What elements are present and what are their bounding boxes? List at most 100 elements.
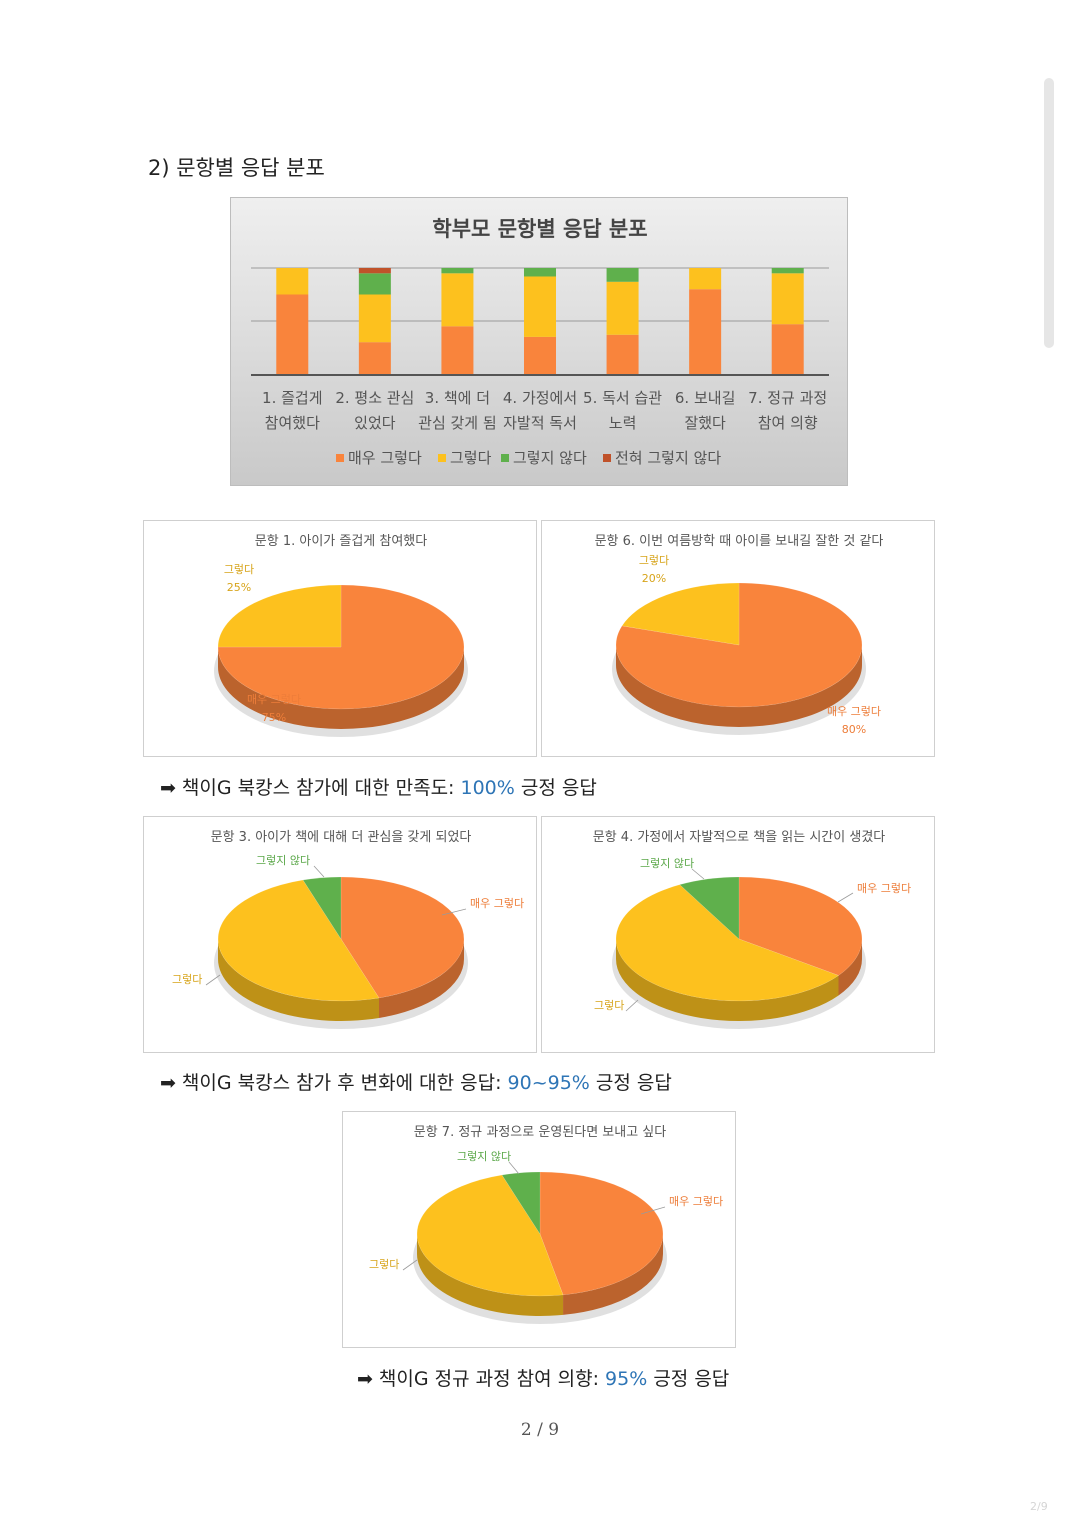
pie-side-2 [417,1234,564,1316]
x-tick-label: 있었다 [354,414,396,432]
pie-leader-line [640,1206,666,1215]
bar-segment-4-2 [524,276,556,337]
bar-segment-2-1 [358,342,391,374]
bar-segment-7-1 [771,324,804,374]
bar-segment-6-2 [689,268,722,290]
summary-intent: ➡ 책이G 정규 과정 참여 의향: 95% 긍정 응답 [357,1368,730,1390]
arrow-right-icon: ➡ [357,1368,373,1390]
legend-entry: 전혀 그렇지 않다 [615,449,721,467]
pie-slice-3 [302,876,342,940]
pie-label: 그렇다 [594,999,624,1012]
pie-label: 매우 그렇다 [247,693,301,706]
pie-slice-2 [217,584,342,648]
x-tick-label: 잘했다 [684,414,726,432]
pie-value-label: 25% [227,581,251,594]
pie-label: 그렇다 [224,563,254,576]
pie-label: 매우 그렇다 [669,1195,723,1208]
x-tick-label: 3. 책에 더 [425,389,490,407]
pie-slice-2 [615,884,840,1002]
arrow-right-icon: ➡ [160,1072,176,1094]
pie-label: 그렇지 않다 [256,854,310,867]
pie-side-1 [379,939,464,1018]
pie-side-1 [218,647,464,729]
pie-leader-line [402,1259,418,1271]
pie-value-label: 20% [642,572,666,585]
corner-page-indicator: 2/9 [1030,1500,1048,1513]
legend-swatch [438,454,446,462]
pie-side-1 [563,1234,663,1315]
bar-segment-7-2 [771,273,804,325]
page-number: 2 / 9 [520,1420,560,1440]
summary-satisfaction: ➡ 책이G 북캉스 참가에 대한 만족도: 100% 긍정 응답 [160,777,597,799]
pie-slice-1 [340,876,465,999]
bar-segment-6-1 [689,289,722,374]
pie-label: 그렇지 않다 [457,1150,511,1163]
x-tick-label: 자발적 독서 [503,414,577,432]
scrollbar[interactable] [1044,78,1054,348]
pie-label: 그렇다 [172,973,202,986]
arrow-right-icon: ➡ [160,777,176,799]
summary-change: ➡ 책이G 북캉스 참가 후 변화에 대한 응답: 90~95% 긍정 응답 [160,1072,672,1094]
pie-leader-line [313,865,325,878]
section-title: 2) 문항별 응답 분포 [148,156,325,180]
x-tick-label: 4. 가정에서 [503,389,577,407]
legend-entry: 그렇다 [450,449,492,467]
x-tick-label: 7. 정규 과정 [748,389,827,407]
legend-entry: 매우 그렇다 [348,449,422,467]
pie-side-2 [218,939,380,1021]
pie-value-label: 75% [262,711,286,724]
pie-slice-1 [539,1171,664,1296]
bar-segment-3-2 [441,273,474,327]
pie-side-1 [616,645,862,727]
x-tick-label: 6. 보내길 [675,389,735,407]
pie-label: 매우 그렇다 [857,882,911,895]
pie-slice-1 [615,582,863,708]
pie-title: 문항 1. 아이가 즐겁게 참여했다 [255,533,427,549]
bar-segment-7-3 [771,268,804,274]
pie-title: 문항 3. 아이가 책에 대해 더 관심을 갖게 되었다 [211,830,472,845]
bar-chart-title: 학부모 문항별 응답 분포 [432,217,647,241]
bar-segment-2-2 [358,294,391,343]
pie-leader-line [625,999,639,1012]
pie-leader-line [508,1161,520,1175]
bar-segment-1-1 [276,294,309,374]
bar-segment-5-1 [606,334,639,374]
pie-chart-q7: 문항 7. 정규 과정으로 운영된다면 보내고 싶다 매우 그렇다 그렇다 그렇지 않… [342,1111,736,1348]
x-tick-label: 1. 즐겁게 [262,389,322,407]
pie-side-2 [616,939,839,1021]
bar-segment-2-4 [358,268,391,274]
pie-slice-2 [218,879,380,1002]
x-tick-label: 참여했다 [265,414,320,432]
pie-slice-2 [416,1174,564,1297]
bar-segment-5-3 [606,268,639,282]
bar-segment-4-3 [524,268,556,277]
pie-label: 매우 그렇다 [827,705,881,718]
pie-side-1 [838,939,862,996]
pie-leader-line [691,868,705,880]
bar-segment-5-2 [606,281,639,335]
pie-label: 그렇다 [369,1258,399,1271]
bar-segment-4-1 [524,336,556,374]
bar-segment-3-3 [441,268,474,274]
pie-title: 문항 4. 가정에서 자발적으로 책을 읽는 시간이 생겼다 [593,830,886,845]
x-tick-label: 2. 평소 관심 [335,389,414,407]
pie-chart-q3: 문항 3. 아이가 책에 대해 더 관심을 갖게 되었다 매우 그렇다 그렇다 그렇지… [143,816,537,1053]
pie-title: 문항 6. 이번 여름방학 때 아이를 보내길 잘한 것 같다 [595,534,884,549]
pie-leader-line [837,892,854,903]
bar-segment-1-2 [276,268,309,295]
legend-swatch [336,454,344,462]
pie-label: 그렇지 않다 [640,857,694,870]
pie-value-label: 80% [842,723,866,736]
pie-leader-line [441,908,467,916]
pie-slice-3 [501,1171,541,1235]
pie-slice-2 [621,582,740,646]
pie-slice-3 [679,876,740,940]
